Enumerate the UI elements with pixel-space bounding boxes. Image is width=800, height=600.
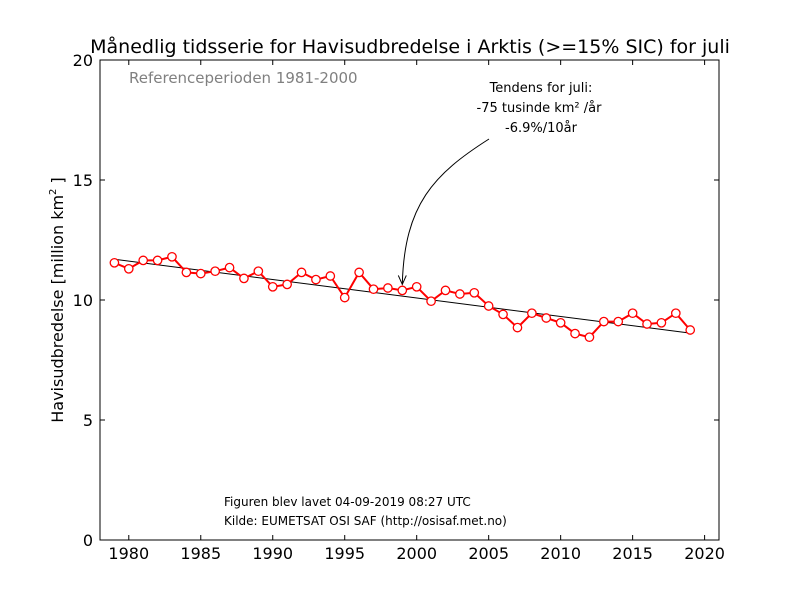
data-point (296, 267, 307, 278)
data-point (397, 285, 408, 296)
data-point (483, 301, 494, 311)
data-point (224, 262, 235, 273)
data-point (253, 266, 264, 277)
data-point (383, 283, 393, 293)
data-point (440, 285, 451, 296)
annotation-line-1: Tendens for juli: (489, 81, 593, 96)
data-point (354, 267, 364, 278)
y-tick-label: 0 (83, 531, 93, 550)
data-point (109, 257, 120, 268)
annotation-arrowhead (397, 275, 407, 286)
y-axis: 0 5 10 15 20 (73, 51, 719, 550)
data-point (541, 313, 552, 323)
data-point (152, 255, 163, 266)
x-tick-label: 2010 (540, 544, 581, 563)
data-point (311, 274, 321, 285)
data-point (656, 317, 667, 328)
data-point (627, 308, 638, 319)
data-point (411, 281, 422, 292)
x-tick-label: 1985 (180, 544, 221, 563)
annotation-line-2: -75 tusinde km² /år (477, 101, 603, 116)
x-tick-label: 1980 (108, 544, 149, 563)
y-axis-label-close: ] (48, 177, 67, 188)
reference-period-note: Referenceperioden 1981-2000 (129, 69, 358, 87)
plot-area (99, 59, 720, 541)
data-point (598, 316, 609, 327)
x-tick-label: 1990 (252, 544, 293, 563)
data-point (670, 308, 681, 319)
plot-border (99, 59, 720, 541)
annotation-line-3: -6.9%/10år (505, 121, 578, 136)
trend-annotation: Tendens for juli: -75 tusinde km² /år -6… (397, 81, 603, 286)
y-tick-label: 20 (73, 51, 93, 70)
data-point (642, 319, 652, 329)
data-point (239, 273, 249, 284)
data-point (339, 292, 350, 303)
y-tick-label: 15 (73, 171, 93, 190)
data-point (138, 255, 149, 266)
data-point (469, 287, 480, 298)
data-point (426, 296, 436, 307)
data-point (210, 266, 221, 277)
x-tick-label: 1995 (324, 544, 365, 563)
y-axis-label-superscript: 2 (48, 189, 59, 195)
data-point (195, 268, 206, 279)
x-tick-label: 2000 (396, 544, 437, 563)
data-point (267, 281, 278, 292)
data-point (167, 251, 177, 262)
data-point (325, 271, 336, 281)
data-point (685, 325, 696, 335)
x-tick-label: 2005 (468, 544, 509, 563)
x-tick-label: 2020 (684, 544, 725, 563)
chart-title: Månedlig tidsserie for Havisudbredelse i… (90, 35, 730, 58)
annotation-arrow (401, 138, 490, 285)
data-point (512, 322, 523, 333)
y-axis-label: Havisudbredelse [million km2 ] (48, 177, 67, 423)
x-tick-label: 2015 (612, 544, 653, 563)
data-point (570, 328, 580, 339)
data-point (368, 284, 379, 295)
footer-source: Kilde: EUMETSAT OSI SAF (http://osisaf.m… (224, 514, 507, 528)
data-point (555, 317, 566, 328)
data-point (613, 316, 624, 327)
x-axis: 1980 1985 1990 1995 2000 2005 2010 2015 2020 (108, 60, 725, 563)
data-point (181, 267, 192, 278)
data-point (282, 279, 292, 290)
data-point (498, 309, 508, 320)
data-point (527, 308, 537, 319)
data-point (584, 332, 595, 343)
y-axis-label-text: Havisudbredelse [million km (48, 195, 67, 423)
series-layer (109, 251, 696, 343)
y-tick-label: 10 (73, 291, 93, 310)
data-point (455, 289, 465, 299)
data-point (123, 263, 134, 274)
y-tick-label: 5 (83, 411, 93, 430)
footer-created: Figuren blev lavet 04-09-2019 08:27 UTC (224, 495, 471, 509)
